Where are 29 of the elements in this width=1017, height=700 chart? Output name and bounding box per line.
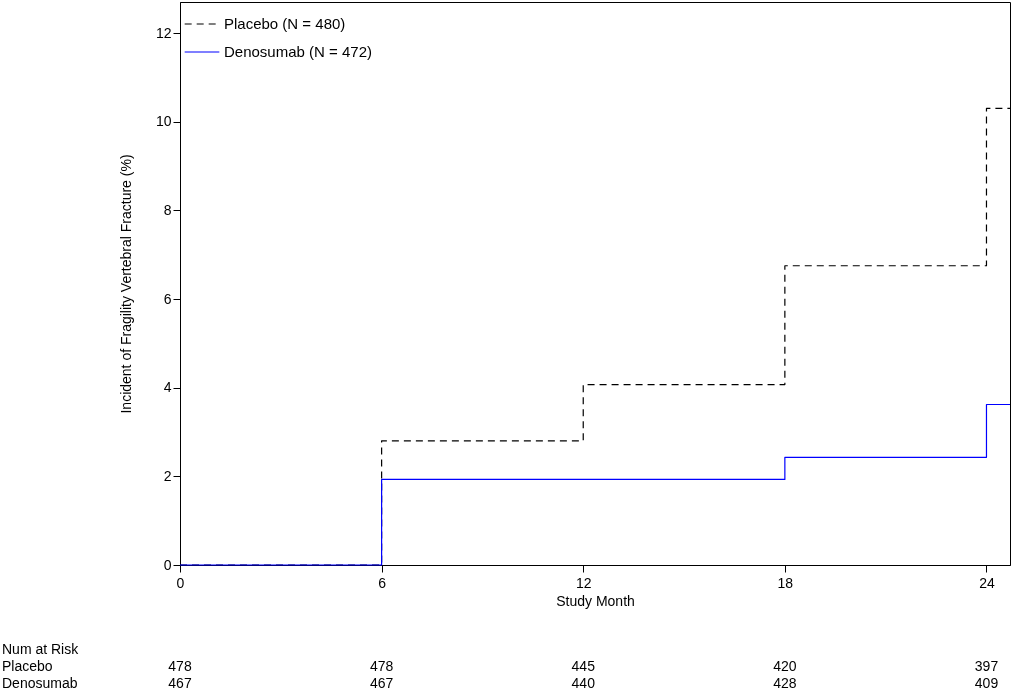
y-tick-label: 4 (163, 379, 172, 396)
x-tick-label: 0 (176, 574, 185, 591)
x-tick-label: 18 (777, 574, 794, 591)
x-tick-label: 24 (979, 574, 995, 591)
y-tick-label: 10 (155, 113, 172, 130)
text: 397 (974, 658, 999, 674)
text: 467 (168, 675, 192, 691)
text: Num at Risk (2, 641, 80, 657)
y-tick-label: 2 (163, 467, 172, 484)
y-tick-label: 0 (163, 556, 172, 573)
text: 440 (571, 675, 596, 691)
y-tick-label: 12 (155, 24, 172, 41)
y-tick-label: 6 (163, 290, 172, 307)
legend-label: Placebo (N = 480) (224, 15, 346, 32)
x-tick-label: 12 (575, 574, 592, 591)
x-tick-label: 6 (378, 574, 387, 591)
text: 420 (773, 658, 797, 674)
y-tick-label: 8 (163, 201, 172, 218)
text: Denosumab (2, 675, 78, 691)
text: Placebo (2, 658, 53, 674)
text: 409 (974, 675, 999, 691)
text: 428 (773, 675, 797, 691)
x-axis-title: Study Month (556, 592, 635, 609)
text: 467 (369, 675, 394, 691)
text: 478 (168, 658, 192, 674)
text: 478 (369, 658, 394, 674)
y-axis-title: Incident of Fragility Vertebral Fracture (%) (117, 154, 134, 414)
text: 445 (571, 658, 596, 674)
legend-label: Denosumab (N = 472) (224, 43, 372, 60)
